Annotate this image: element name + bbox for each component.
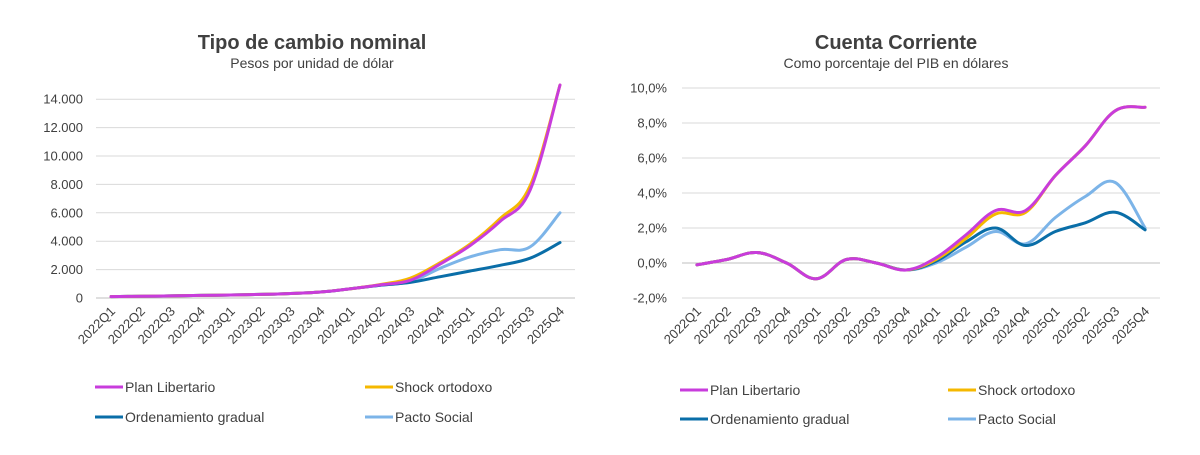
legend-item: Pacto Social: [948, 411, 1056, 427]
legend-label: Shock ortodoxo: [978, 382, 1075, 398]
chart-subtitle: Pesos por unidad de dólar: [230, 55, 394, 71]
series-line-plan-libertario: [695, 105, 1147, 281]
series-line-plan-libertario: [109, 83, 562, 299]
exchange-rate-chart: Tipo de cambio nominal Pesos por unidad …: [43, 32, 575, 425]
legend-item: Plan Libertario: [95, 379, 215, 395]
y-tick-label: 6,0%: [637, 151, 667, 166]
y-tick-label: 8,0%: [637, 116, 667, 131]
y-tick-label: 12.000: [43, 120, 83, 135]
legend-label: Pacto Social: [395, 409, 473, 425]
y-tick-label: 8.000: [50, 177, 83, 192]
y-tick-label: 2.000: [50, 262, 83, 277]
current-account-chart: Cuenta Corriente Como porcentaje del PIB…: [630, 32, 1160, 427]
legend-item: Ordenamiento gradual: [95, 409, 264, 425]
chart-subtitle: Como porcentaje del PIB en dólares: [784, 55, 1009, 71]
chart-title: Tipo de cambio nominal: [198, 32, 427, 54]
y-tick-label: 4.000: [50, 234, 83, 249]
legend-item: Shock ortodoxo: [365, 379, 492, 395]
legend-item: Ordenamiento gradual: [680, 411, 849, 427]
legend-item: Shock ortodoxo: [948, 382, 1075, 398]
y-tick-label: 2,0%: [637, 221, 667, 236]
legend-item: Plan Libertario: [680, 382, 800, 398]
legend-item: Pacto Social: [365, 409, 473, 425]
series-line-shock-ortodoxo: [109, 83, 562, 299]
y-tick-label: 0,0%: [637, 256, 667, 271]
y-tick-label: 4,0%: [637, 186, 667, 201]
y-tick-label: 14.000: [43, 92, 83, 107]
legend-label: Ordenamiento gradual: [125, 409, 264, 425]
legend-label: Ordenamiento gradual: [710, 411, 849, 427]
chart-title: Cuenta Corriente: [815, 32, 977, 54]
legend-label: Pacto Social: [978, 411, 1056, 427]
y-tick-label: 10,0%: [630, 81, 667, 96]
series-line-pacto-social: [695, 179, 1147, 281]
y-tick-label: 6.000: [50, 205, 83, 220]
legend-label: Shock ortodoxo: [395, 379, 492, 395]
legend-label: Plan Libertario: [710, 382, 800, 398]
y-tick-label: 0: [76, 291, 83, 306]
y-tick-label: 10.000: [43, 149, 83, 164]
legend-label: Plan Libertario: [125, 379, 215, 395]
y-tick-label: -2,0%: [633, 291, 667, 306]
